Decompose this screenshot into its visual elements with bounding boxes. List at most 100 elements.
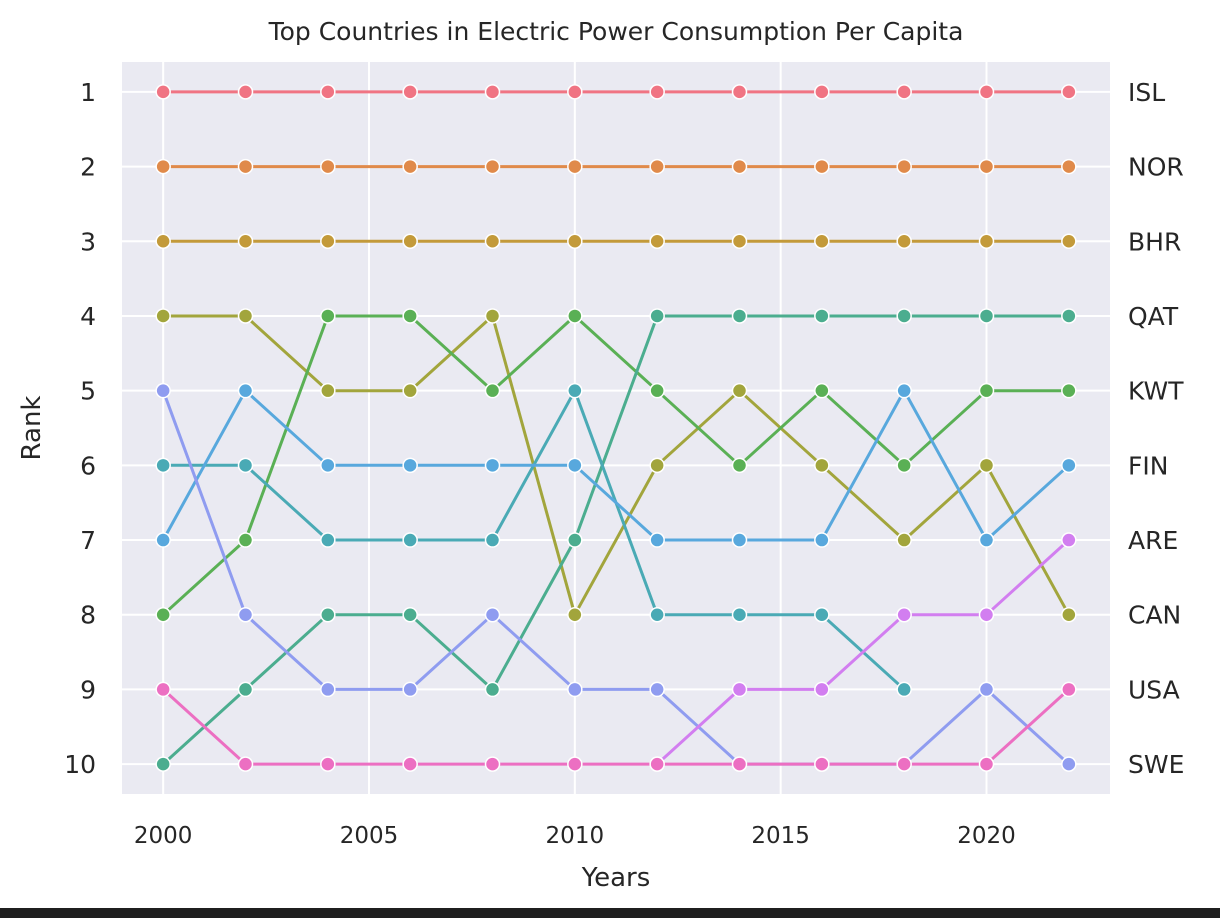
series-point	[978, 681, 995, 698]
series-point	[731, 158, 748, 175]
series-point	[978, 233, 995, 250]
series-point	[567, 606, 583, 623]
y-tick-label: 7	[80, 526, 96, 555]
series-point	[731, 681, 748, 698]
series-point	[567, 382, 583, 399]
series-point	[155, 158, 171, 175]
series-point	[155, 681, 171, 698]
rank-label: USA	[1128, 675, 1180, 704]
series-point	[896, 606, 912, 623]
series-point	[978, 532, 995, 548]
series-point	[237, 382, 254, 399]
series-point	[320, 457, 336, 474]
series-point	[814, 681, 830, 698]
series-point	[567, 233, 583, 250]
series-point	[567, 158, 583, 175]
series-point	[731, 756, 748, 772]
series-point	[155, 233, 171, 250]
series-point	[1061, 84, 1077, 100]
series-point	[978, 457, 995, 474]
series-point	[237, 756, 254, 772]
series-line	[162, 314, 1069, 616]
series-point	[484, 457, 501, 474]
y-tick-label: 2	[80, 153, 96, 182]
series-point	[978, 756, 995, 772]
series-point	[649, 308, 665, 324]
rank-label: ISL	[1128, 78, 1165, 107]
y-tick-label: 6	[80, 451, 96, 480]
series	[155, 308, 1077, 772]
series-point	[402, 308, 418, 324]
series-point	[320, 308, 336, 324]
series-point	[237, 532, 254, 548]
series-point	[814, 233, 830, 250]
series-line	[162, 314, 1069, 766]
series-point	[978, 158, 995, 175]
series	[155, 681, 1077, 772]
series-point	[237, 681, 254, 698]
series-point	[731, 532, 748, 548]
series-line	[161, 389, 1070, 542]
series-point	[155, 532, 171, 548]
series-point	[320, 158, 336, 175]
series-point	[896, 457, 912, 474]
series-point	[237, 233, 254, 250]
series-point	[814, 457, 830, 474]
series-point	[402, 532, 418, 548]
series-line	[162, 688, 1070, 766]
series-point	[649, 233, 665, 250]
x-axis-label: Years	[581, 863, 651, 893]
series-point	[896, 233, 912, 250]
y-tick-label: 8	[80, 601, 96, 630]
series-point	[731, 382, 748, 399]
series	[155, 308, 1077, 623]
series-point	[155, 308, 171, 324]
series-point	[484, 756, 501, 772]
series-point	[649, 606, 665, 623]
series-point	[814, 382, 830, 399]
rank-label: CAN	[1128, 601, 1181, 630]
chart-title: Top Countries in Electric Power Consumpt…	[268, 17, 964, 46]
series-point	[484, 84, 501, 100]
rank-label: ARE	[1128, 526, 1178, 555]
series-point	[402, 457, 418, 474]
series-point	[237, 457, 254, 474]
series	[155, 308, 1077, 623]
series-point	[978, 84, 995, 100]
series-point	[402, 233, 418, 250]
series-line	[163, 314, 1071, 617]
series-point	[649, 756, 665, 772]
series-point	[978, 382, 995, 399]
rank-label: KWT	[1128, 377, 1184, 406]
series-point	[814, 532, 830, 548]
series-point	[731, 457, 748, 474]
series-point	[567, 756, 583, 772]
series-point	[237, 158, 254, 175]
series-point	[402, 382, 418, 399]
series	[155, 382, 1077, 548]
series-point	[484, 382, 501, 399]
rank-label: SWE	[1128, 750, 1184, 779]
y-tick-label: 1	[80, 78, 96, 107]
y-tick-label: 9	[80, 675, 96, 704]
series-point	[896, 158, 912, 175]
series-point	[1061, 681, 1077, 698]
rank-label: NOR	[1128, 153, 1184, 182]
series-point	[896, 382, 912, 399]
series-point	[649, 84, 665, 100]
right-labels: ISL NOR BHR QAT KWT FIN ARE CAN USA SWE	[1128, 78, 1184, 779]
series-layer	[155, 84, 1077, 772]
series-point	[978, 606, 995, 623]
series-point	[1061, 532, 1077, 548]
series-point	[896, 756, 912, 772]
y-tick-labels: 1 2 3 4 5 6 7 8 9 10	[64, 78, 96, 779]
series-point	[402, 681, 418, 698]
series-point	[1061, 308, 1077, 324]
window-bottom-edge	[0, 908, 1220, 918]
series-point	[731, 308, 748, 324]
y-tick-label: 5	[80, 377, 96, 406]
series-point	[402, 158, 418, 175]
series-point	[155, 457, 171, 474]
x-tick-labels: 2000 2005 2010 2015 2020	[134, 823, 1016, 849]
